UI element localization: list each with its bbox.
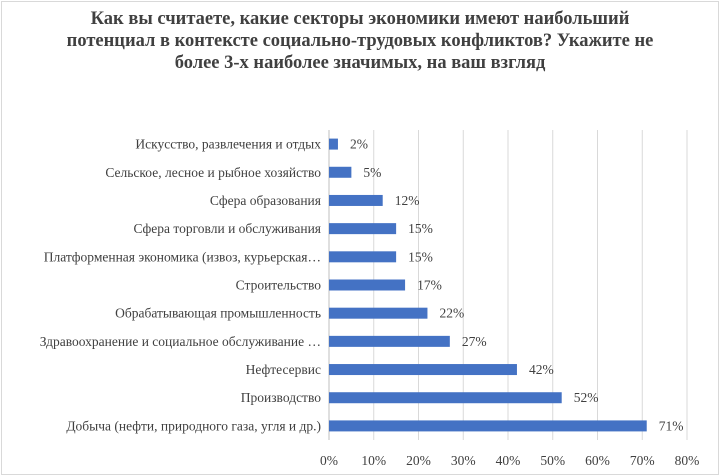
bar xyxy=(329,223,397,235)
category-label: Искусство, развлечения и отдых xyxy=(135,137,321,152)
bar xyxy=(329,335,450,347)
bar xyxy=(329,307,428,319)
bar xyxy=(329,138,338,150)
x-tick-label: 60% xyxy=(585,453,610,468)
data-label: 27% xyxy=(462,334,487,349)
x-tick-label: 40% xyxy=(496,453,521,468)
data-label: 5% xyxy=(363,165,381,180)
category-label: Сельское, лесное и рыбное хозяйство xyxy=(105,165,321,180)
x-tick-label: 80% xyxy=(675,453,700,468)
bar xyxy=(329,364,517,376)
x-tick-label: 20% xyxy=(406,453,431,468)
category-label: Добыча (нефти, природного газа, угля и д… xyxy=(66,418,321,433)
category-label: Сфера образования xyxy=(210,193,321,208)
data-label: 22% xyxy=(439,306,464,321)
data-label: 2% xyxy=(350,137,368,152)
data-label: 42% xyxy=(529,362,554,377)
data-label: 15% xyxy=(408,221,433,236)
bar xyxy=(329,420,647,432)
chart-title: Как вы считаете, какие секторы экономики… xyxy=(66,9,654,73)
bar xyxy=(329,279,406,291)
category-label: Сфера торговли и обслуживания xyxy=(134,221,321,236)
data-label: 52% xyxy=(574,390,599,405)
category-label: Платформенная экономика (извоз, курьерск… xyxy=(44,249,321,264)
category-label: Нефтесервис xyxy=(246,362,321,377)
data-label: 12% xyxy=(395,193,420,208)
bar xyxy=(329,166,352,178)
data-label: 15% xyxy=(408,249,433,264)
category-label: Здравоохранение и социальное обслуживани… xyxy=(40,334,321,349)
x-tick-label: 10% xyxy=(361,453,386,468)
x-tick-label: 0% xyxy=(320,453,338,468)
x-tick-label: 50% xyxy=(540,453,565,468)
data-label: 71% xyxy=(659,418,684,433)
category-label: Обрабатывающая промышленность xyxy=(115,306,321,321)
category-label: Строительство xyxy=(236,278,322,293)
bar xyxy=(329,251,397,263)
data-label: 17% xyxy=(417,278,442,293)
bar xyxy=(329,194,383,206)
x-tick-label: 30% xyxy=(451,453,476,468)
bar xyxy=(329,392,562,404)
x-tick-label: 70% xyxy=(630,453,655,468)
category-label: Производство xyxy=(241,390,321,405)
